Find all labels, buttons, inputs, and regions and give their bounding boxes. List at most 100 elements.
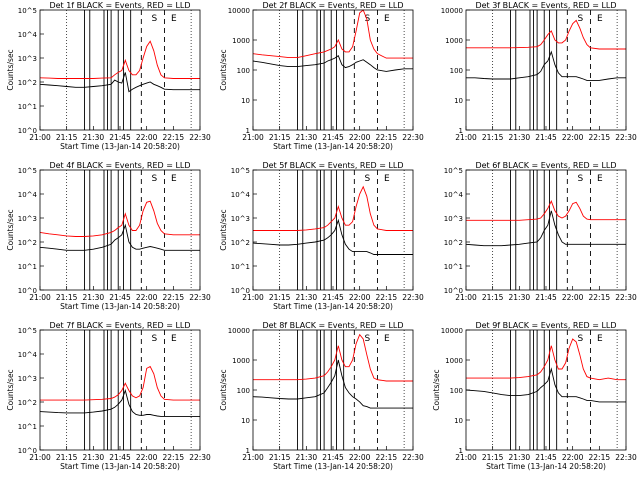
y-tick-label: 10^0 (444, 287, 463, 295)
y-tick-label: 10^2 (18, 79, 37, 87)
subplot: S E Det 2f BLACK = Events, RED = LLD 21:00 2… (219, 1, 424, 151)
x-tick-label: 22:00 (136, 453, 158, 462)
x-tick-label: 21:30 (509, 133, 531, 142)
x-tick-label: 22:15 (376, 293, 398, 302)
y-tick-label: 10 (454, 417, 463, 425)
y-axis-label: Counts/sec (432, 369, 441, 410)
y-tick-label: 10^5 (18, 167, 37, 175)
x-tick-label: 21:00 (242, 293, 264, 302)
chart-title: Det 2f BLACK = Events, RED = LLD (262, 1, 403, 10)
series-line-lld (466, 200, 626, 221)
x-tick-label: 22:30 (189, 453, 211, 462)
x-tick-label: 21:00 (29, 133, 51, 142)
x-tick-label: 21:45 (109, 133, 131, 142)
event-marker-label: S (364, 174, 370, 184)
y-tick-label: 10^4 (444, 191, 464, 199)
x-tick-label: 22:00 (562, 453, 584, 462)
x-tick-label: 21:00 (29, 293, 51, 302)
subplot: S E Det 3f BLACK = Events, RED = LLD 21:00 2… (441, 1, 637, 142)
x-tick-label: 21:30 (296, 133, 318, 142)
series-line-lld (466, 338, 626, 381)
x-tick-label: 21:30 (509, 453, 531, 462)
x-tick-label: 21:15 (269, 293, 291, 302)
y-tick-label: 10^5 (18, 327, 37, 335)
chart-title: Det 5f BLACK = Events, RED = LLD (262, 161, 403, 170)
y-axis-label: Counts/sec (6, 49, 15, 90)
y-tick-label: 10^0 (231, 287, 250, 295)
plot-frame (39, 169, 201, 291)
series-line-events (465, 210, 626, 247)
x-tick-label: 21:45 (535, 293, 557, 302)
x-tick-label: 22:15 (163, 133, 185, 142)
y-tick-label: 1000 (232, 357, 250, 365)
y-tick-label: 10^2 (444, 239, 463, 247)
x-tick-label: 21:30 (83, 293, 105, 302)
x-tick-label: 22:15 (589, 453, 611, 462)
y-axis-label: Counts/sec (6, 209, 15, 250)
x-tick-label: 21:30 (296, 453, 318, 462)
y-tick-label: 10^4 (18, 191, 38, 199)
y-tick-label: 100 (237, 387, 250, 395)
plot-frame (465, 329, 627, 451)
x-tick-label: 21:00 (455, 453, 477, 462)
y-tick-label: 10^1 (18, 263, 37, 271)
event-marker-label: E (171, 14, 177, 24)
y-tick-label: 10^5 (444, 167, 463, 175)
y-tick-label: 10 (241, 417, 250, 425)
y-tick-label: 10^0 (18, 447, 37, 455)
x-tick-label: 21:45 (109, 453, 131, 462)
plot-frame (252, 329, 414, 451)
series-line-events (252, 218, 413, 255)
subplot: S E Det 6f BLACK = Events, RED = LLD 21:00 2… (444, 161, 637, 302)
event-marker-label: S (364, 334, 370, 344)
event-marker-label: S (577, 14, 583, 24)
event-marker-label: S (364, 14, 370, 24)
x-axis-label: Start Time (13-Jan-14 20:58:20) (273, 462, 393, 471)
series-line-events (39, 388, 200, 417)
y-tick-label: 10^0 (18, 287, 37, 295)
x-tick-label: 22:00 (349, 453, 371, 462)
y-tick-label: 10000 (441, 7, 463, 15)
y-tick-label: 10^2 (18, 239, 37, 247)
subplot: S E Det 5f BLACK = Events, RED = LLD 21:00 2… (219, 161, 424, 311)
x-tick-label: 21:15 (56, 453, 78, 462)
x-axis-label: Start Time (13-Jan-14 20:58:20) (273, 302, 393, 311)
x-tick-label: 22:15 (163, 293, 185, 302)
y-tick-label: 10000 (228, 327, 250, 335)
x-tick-label: 22:15 (376, 453, 398, 462)
y-tick-label: 10^2 (18, 399, 37, 407)
series-line-lld (39, 200, 200, 237)
x-tick-label: 22:15 (589, 293, 611, 302)
y-tick-label: 1000 (232, 37, 250, 45)
y-tick-label: 10^0 (18, 127, 37, 135)
y-tick-label: 1000 (445, 37, 463, 45)
subplot: S E Det 8f BLACK = Events, RED = LLD 21:00 2… (219, 321, 424, 471)
x-tick-label: 21:30 (83, 453, 105, 462)
event-marker-label: E (384, 334, 390, 344)
x-tick-label: 22:30 (615, 293, 637, 302)
y-tick-label: 10000 (228, 7, 250, 15)
y-tick-label: 100 (237, 67, 250, 75)
x-tick-label: 21:15 (56, 133, 78, 142)
event-marker-label: E (384, 14, 390, 24)
x-tick-label: 22:15 (163, 453, 185, 462)
y-tick-label: 10 (454, 97, 463, 105)
chart-title: Det 1f BLACK = Events, RED = LLD (49, 1, 190, 10)
y-tick-label: 10^5 (231, 167, 250, 175)
x-tick-label: 21:00 (242, 453, 264, 462)
x-axis-label: Start Time (13-Jan-14 20:58:20) (273, 142, 393, 151)
x-tick-label: 22:00 (349, 133, 371, 142)
event-marker-label: S (577, 334, 583, 344)
plot-frame (39, 9, 201, 131)
chart-title: Det 9f BLACK = Events, RED = LLD (475, 321, 616, 330)
x-tick-label: 21:00 (455, 133, 477, 142)
y-tick-label: 10^5 (18, 7, 37, 15)
y-tick-label: 10^1 (444, 263, 463, 271)
x-tick-label: 21:15 (482, 453, 504, 462)
x-tick-label: 21:30 (509, 293, 531, 302)
x-axis-label: Start Time (13-Jan-14 20:58:20) (60, 302, 180, 311)
y-tick-label: 10 (241, 97, 250, 105)
x-tick-label: 21:15 (56, 293, 78, 302)
x-tick-label: 22:15 (589, 133, 611, 142)
y-axis-label: Counts/sec (219, 209, 228, 250)
